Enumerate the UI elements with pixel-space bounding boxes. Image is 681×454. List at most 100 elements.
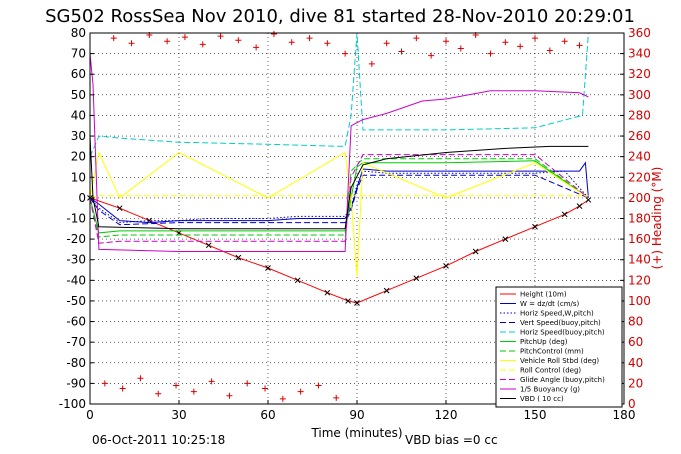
series-line <box>89 197 589 304</box>
heading-point <box>342 50 349 57</box>
heading-point <box>164 38 171 45</box>
x-tick-label: 30 <box>171 408 186 422</box>
y-tick-label: 70 <box>71 47 86 61</box>
y-tick-label: -10 <box>66 212 86 226</box>
y-right-tick-label: 140 <box>628 253 651 267</box>
x-tick-label: 180 <box>613 408 636 422</box>
legend-entry: Horiz Speed(buoy,pitch) <box>520 329 605 337</box>
x-tick-label: 150 <box>524 408 547 422</box>
legend-entry: Height (10m) <box>520 291 567 299</box>
series-line <box>89 53 589 252</box>
heading-point <box>457 45 464 52</box>
heading-point <box>443 38 449 45</box>
heading-point <box>270 31 277 38</box>
legend: Height (10m)W = dz/dt (cm/s) Horiz Speed,… <box>495 286 623 408</box>
series-line <box>89 32 589 157</box>
y-right-tick-label: 100 <box>628 294 651 308</box>
y-tick-label: -40 <box>66 273 86 287</box>
y-tick-label: -30 <box>66 253 86 267</box>
series-pitchcontrol-mm <box>89 158 589 238</box>
legend-box <box>495 286 623 408</box>
heading-point <box>244 380 251 387</box>
series-line <box>89 158 589 238</box>
y-right-tick-label: 180 <box>628 212 651 226</box>
heading-point <box>128 40 135 47</box>
heading-point <box>315 382 322 389</box>
heading-point <box>297 388 304 395</box>
heading-point <box>502 39 509 46</box>
x-tick-label: 60 <box>260 408 275 422</box>
height-marker <box>345 298 351 304</box>
heading-point <box>288 39 295 46</box>
y-right-tick-label: 320 <box>628 67 651 81</box>
y-tick-label: 10 <box>71 170 86 184</box>
y-tick-label: 30 <box>71 129 86 143</box>
series-vbd-10-cc <box>89 136 589 230</box>
heading-point <box>324 40 331 47</box>
legend-entry: Glide Angle (buoy,pitch) <box>520 376 605 384</box>
heading-point <box>413 35 420 42</box>
height-marker <box>354 300 360 306</box>
heading-point <box>333 394 340 401</box>
height-marker <box>472 248 479 255</box>
series-horiz-speed-buoy-pitch <box>89 32 589 157</box>
y-right-tick-label: 20 <box>628 376 643 390</box>
y-tick-label: 50 <box>71 88 86 102</box>
heading-point <box>110 35 117 42</box>
x-tick-label: 120 <box>435 408 458 422</box>
y-right-tick-label: 300 <box>628 88 651 102</box>
series-line <box>89 136 589 230</box>
y-tick-label: 20 <box>71 150 86 164</box>
y-tick-label: 0 <box>78 191 86 205</box>
legend-entry: W = dz/dt (cm/s) <box>520 300 580 308</box>
heading-point <box>190 388 197 395</box>
height-marker <box>413 275 420 282</box>
chart-title: SG502 RossSea Nov 2010, dive 81 started … <box>45 6 635 27</box>
y-tick-label: -60 <box>66 315 86 329</box>
x-tick-label: 90 <box>349 408 364 422</box>
heading-point <box>428 52 435 59</box>
heading-point <box>208 378 215 385</box>
series-1-5-buoyancy-g <box>89 53 589 252</box>
height-marker <box>561 211 568 218</box>
heading-point <box>576 42 583 49</box>
heading-point <box>119 385 126 392</box>
y-axis-left-ticks: 80 70 60 50 40 30 20 10 0 -10 -20 -30 -40 -50 -60 -70 -8… <box>59 26 94 411</box>
legend-entry: Horiz Speed,W,pitch) <box>520 310 594 318</box>
y-axis-right-label: (+) Heading (°M) <box>650 167 664 270</box>
heading-point <box>253 44 260 51</box>
y-right-tick-label: 280 <box>628 108 651 122</box>
y-right-tick-label: 220 <box>628 170 651 184</box>
heading-point <box>173 382 180 389</box>
height-marker <box>532 223 538 230</box>
y-right-tick-label: 260 <box>628 129 651 143</box>
y-right-tick-label: 80 <box>628 315 643 329</box>
heading-point <box>383 40 390 47</box>
heading-point <box>532 35 538 42</box>
legend-entry: 1/5 Buoyancy (g) <box>520 386 580 394</box>
y-right-tick-label: 340 <box>628 47 651 61</box>
legend-entry: Roll Control (deg) <box>520 367 581 375</box>
legend-entry: VBD ( 10 cc) <box>520 395 564 403</box>
height-marker <box>576 203 583 209</box>
heading-point <box>199 41 206 48</box>
y-tick-label: 40 <box>71 108 86 122</box>
height-marker <box>235 254 242 261</box>
heading-point <box>155 390 162 397</box>
heading-point <box>398 48 405 55</box>
heading-point <box>279 395 286 402</box>
x-axis-ticks: 0 30 60 90 120 150 180 <box>86 400 635 422</box>
vbd-bias-footer: VBD bias =0 cc <box>405 433 498 447</box>
legend-entry: Vehicle Roll Stbd (deg) <box>520 357 599 365</box>
series-layer <box>87 31 592 402</box>
y-tick-label: -70 <box>66 335 86 349</box>
heading-point <box>262 385 269 392</box>
series-line <box>89 150 589 277</box>
y-right-tick-label: 0 <box>628 397 636 411</box>
timestamp-footer: 06-Oct-2011 10:25:18 <box>92 433 225 447</box>
series-heading <box>101 31 583 402</box>
height-marker <box>205 242 212 249</box>
height-marker <box>443 263 449 269</box>
y-tick-label: -50 <box>66 294 86 308</box>
